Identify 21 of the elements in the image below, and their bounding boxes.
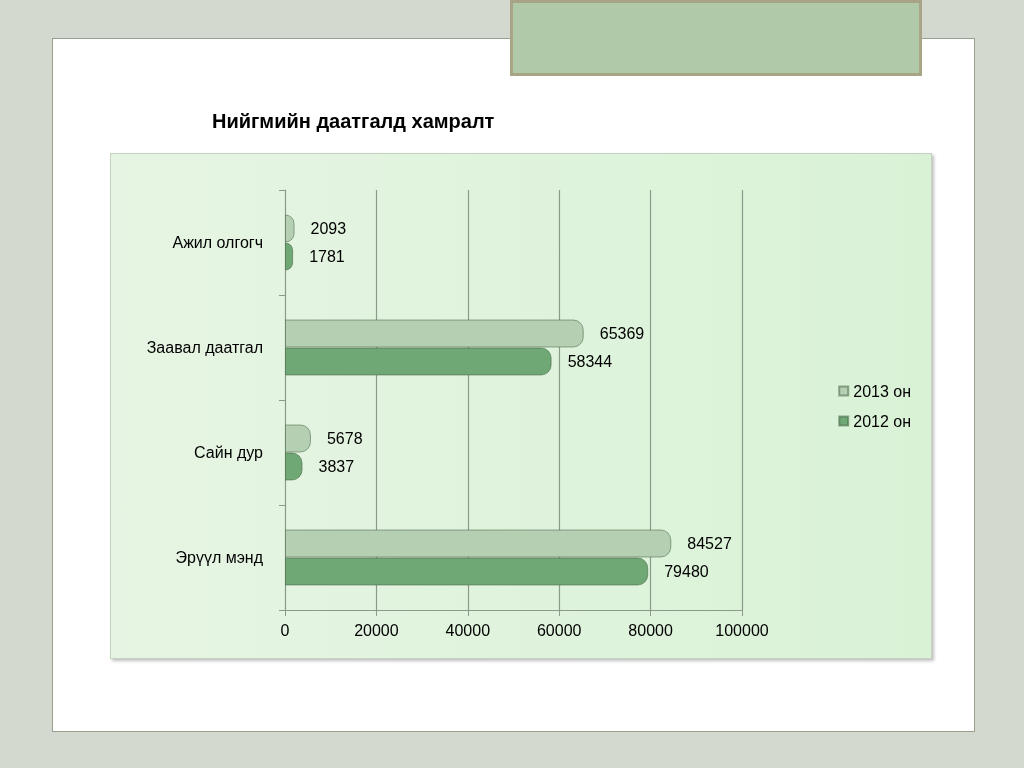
legend-label: 2013 он	[853, 382, 912, 400]
x-tick-label: 20000	[354, 621, 399, 639]
x-tick-label: 40000	[445, 621, 491, 639]
data-label: 84527	[687, 535, 732, 552]
y-tick-label: Заавал даатгал	[146, 339, 263, 356]
x-tick-label: 100000	[715, 621, 769, 639]
data-label: 79480	[664, 563, 709, 580]
legend-label: 2012 он	[853, 412, 912, 430]
data-label: 2093	[310, 220, 347, 237]
data-label: 3837	[318, 458, 355, 475]
data-label: 5678	[326, 430, 363, 447]
x-tick-label: 0	[280, 621, 290, 639]
chart-title: Нийгмийн даатгалд хамралт	[212, 110, 495, 132]
y-tick-label: Ажил олгогч	[172, 234, 263, 251]
data-label: 58344	[567, 353, 613, 370]
data-label: 65369	[599, 325, 645, 342]
x-tick-label: 60000	[536, 621, 582, 639]
y-tick-label: Сайн дур	[194, 444, 264, 461]
y-tick-label: Эрүүл мэнд	[175, 549, 264, 566]
data-label: 1781	[309, 248, 345, 265]
x-tick-label: 80000	[628, 621, 673, 639]
